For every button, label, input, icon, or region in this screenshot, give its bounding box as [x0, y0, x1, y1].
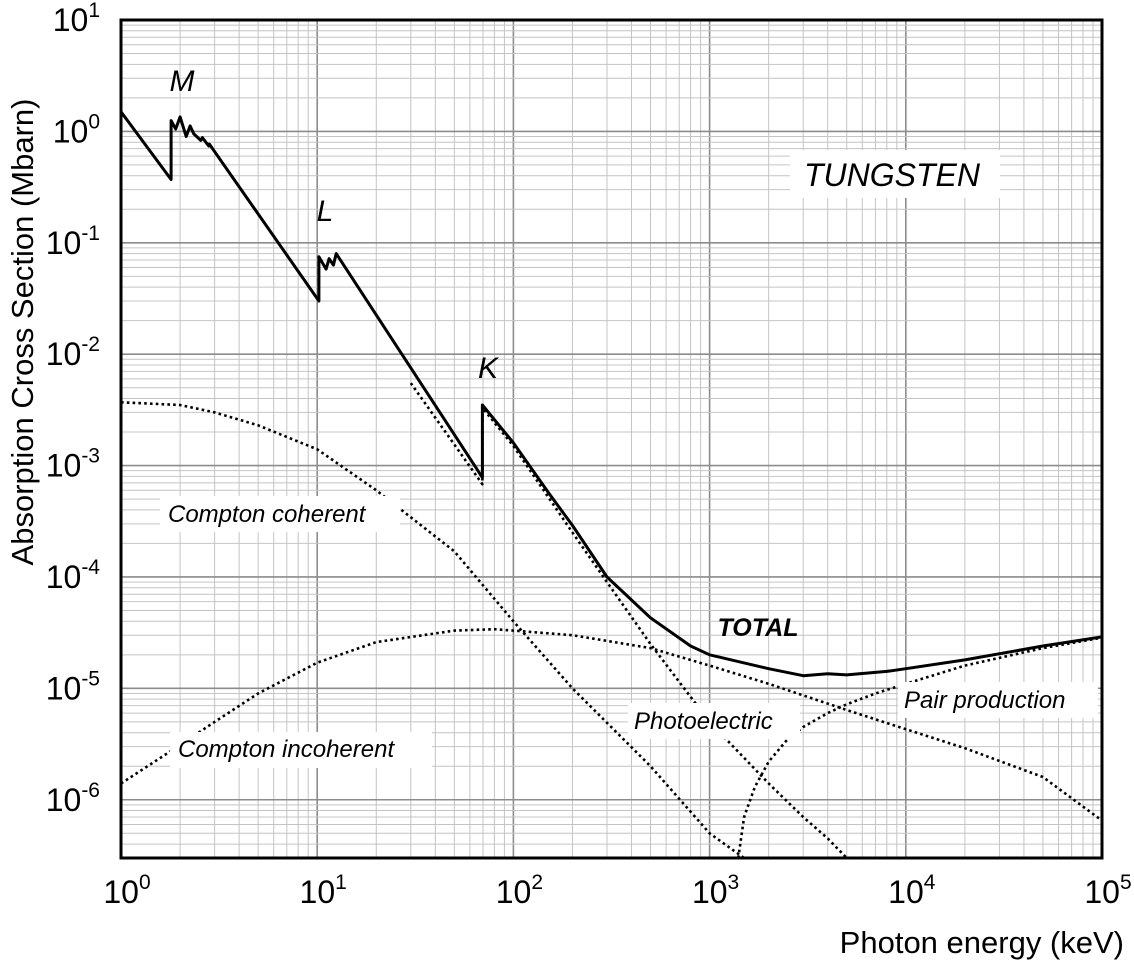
x-tick-label: 103 [692, 871, 739, 910]
x-axis-title: Photon energy (keV) [840, 925, 1124, 960]
series-line-pair-production [737, 636, 1102, 858]
series-line-compton-incoherent [121, 627, 1102, 822]
pair-production-label: Pair production [898, 682, 1098, 718]
tick-labels: 100 101 102 103 104 105 10-6 10-5 10-4 10-3 10-2 10… [46, 0, 1132, 910]
y-tick-label: 10-3 [46, 445, 100, 484]
x-tick-label: 100 [103, 871, 150, 910]
compton-incoherent-text: Compton incoherent [178, 736, 395, 763]
x-tick-label: 102 [496, 871, 543, 910]
y-tick-label: 10-1 [46, 222, 100, 261]
plot-frame [119, 18, 1104, 860]
total-label: TOTAL [717, 614, 798, 642]
edge-label-m: M [170, 65, 195, 98]
edge-label-l: L [317, 195, 334, 228]
y-tick-label: 10-2 [46, 333, 100, 372]
y-tick-label: 101 [53, 0, 100, 38]
tungsten-text: TUNGSTEN [804, 157, 981, 193]
series-line-photoelectric [409, 382, 848, 858]
compton-coherent-text: Compton coherent [168, 501, 367, 528]
photoelectric-text: Photoelectric [634, 708, 773, 735]
tungsten-label: TUNGSTEN [790, 150, 1000, 198]
y-tick-label: 10-4 [46, 556, 101, 595]
edge-label-k: K [478, 352, 500, 385]
series-lines [121, 110, 1102, 858]
y-tick-label: 10-5 [46, 667, 100, 706]
y-tick-label: 10-6 [46, 779, 100, 818]
compton-coherent-label: Compton coherent [160, 496, 400, 532]
x-tick-label: 104 [888, 871, 936, 910]
photoelectric-label: Photoelectric [628, 703, 800, 739]
y-tick-label: 100 [53, 110, 100, 149]
compton-incoherent-label: Compton incoherent [170, 732, 432, 768]
x-tick-label: 105 [1084, 871, 1131, 910]
series-line-total [121, 110, 1102, 678]
x-tick-label: 101 [300, 871, 347, 910]
y-axis-title: Absorption Cross Section (Mbarn) [5, 99, 40, 566]
series-line-compton-coherent [121, 401, 745, 858]
pair-production-text: Pair production [904, 687, 1065, 714]
